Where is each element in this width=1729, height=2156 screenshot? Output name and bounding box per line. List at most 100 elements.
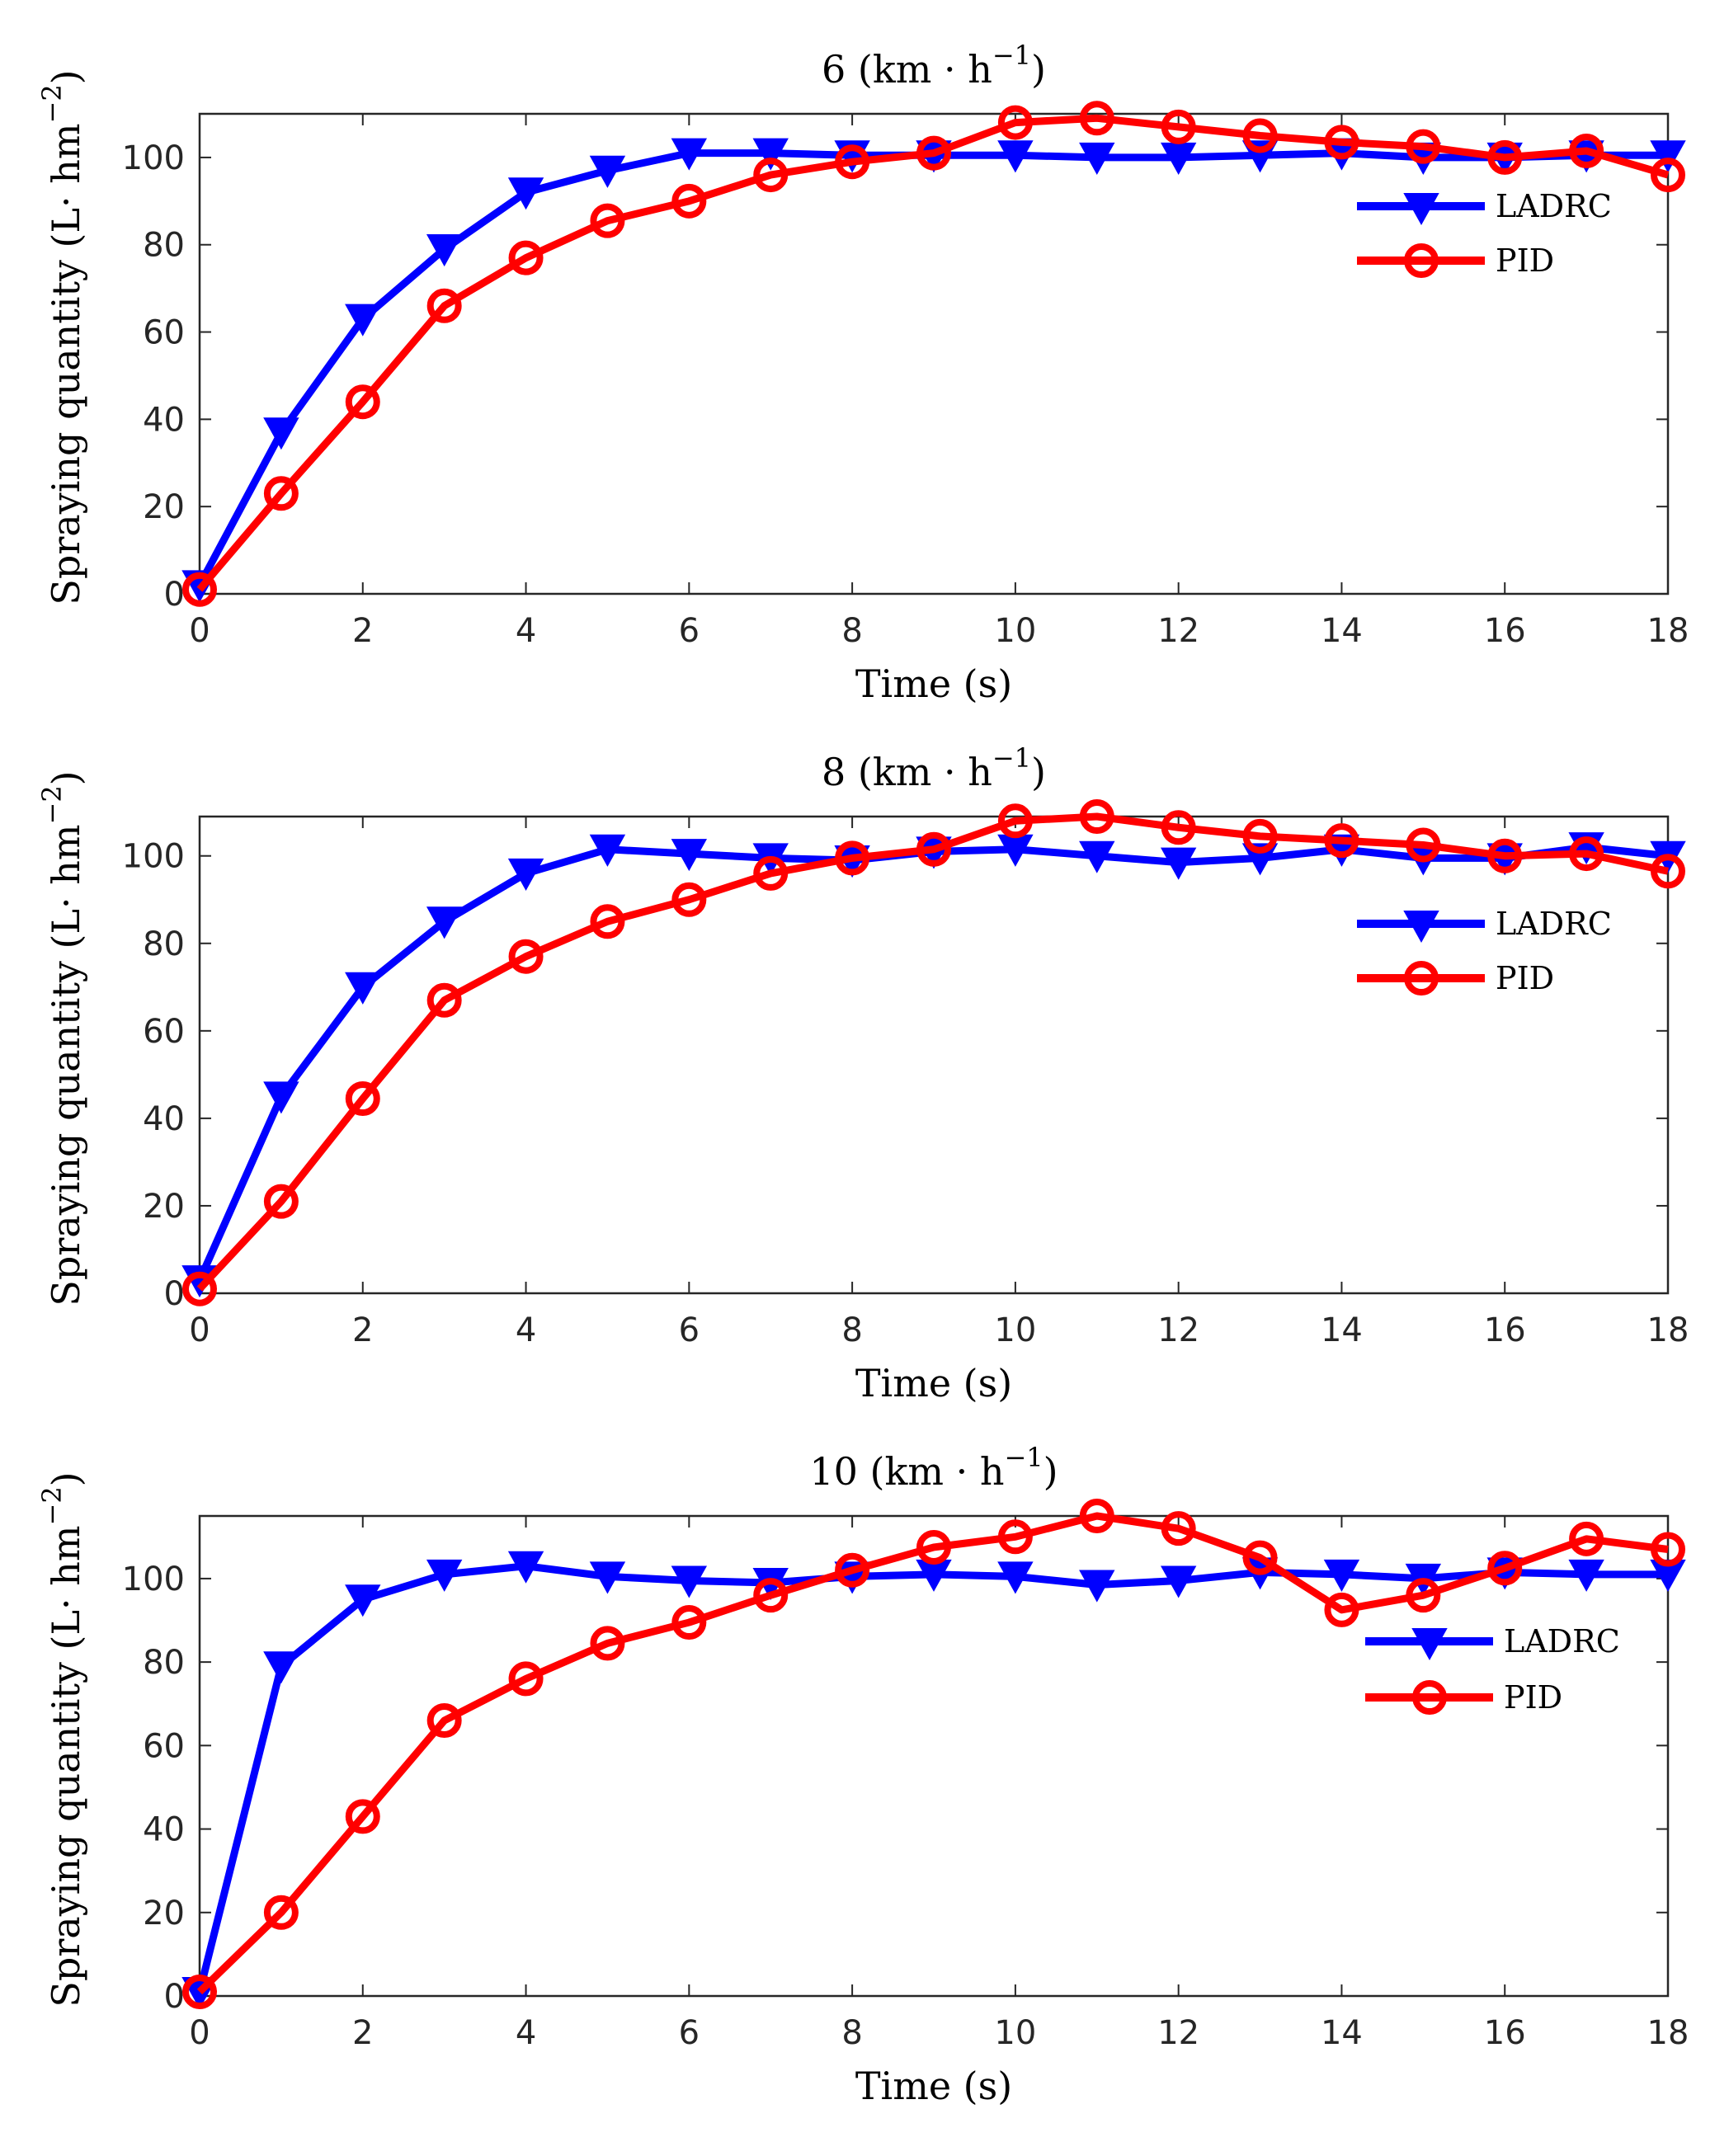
legend-label: LADRC	[1496, 188, 1612, 224]
series-line-pid	[196, 1512, 1669, 1995]
series-pid	[182, 101, 1685, 607]
legend: LADRC PID	[1365, 1623, 1620, 1716]
y-tick-label: 100	[122, 838, 185, 876]
y-tick-label: 40	[143, 1811, 185, 1849]
data-point-pid	[1079, 799, 1114, 834]
chart-title-end: )	[1031, 47, 1046, 92]
data-point-ladrc	[1241, 843, 1279, 876]
data-point-pid	[1406, 827, 1441, 863]
data-point-pid	[1079, 1499, 1114, 1533]
data-point-pid	[1569, 1521, 1604, 1556]
data-point-pid	[1651, 1532, 1685, 1567]
data-point-pid	[182, 1974, 217, 2009]
data-point-pid	[1651, 854, 1685, 889]
x-tick-label: 6	[679, 612, 700, 650]
legend-entry-ladrc: LADRC	[1357, 188, 1612, 226]
x-tick-label: 18	[1647, 1311, 1689, 1349]
y-tick-label: 0	[164, 576, 185, 614]
x-tick-label: 4	[516, 1311, 536, 1349]
x-tick-label: 16	[1484, 612, 1526, 650]
data-point-ladrc	[345, 972, 381, 1005]
data-point-pid	[426, 288, 462, 323]
data-point-pid	[263, 1184, 299, 1219]
data-point-pid	[916, 135, 951, 171]
y-axis-label-sup: −2	[36, 84, 68, 123]
legend-marker	[1403, 911, 1439, 944]
x-tick-label: 6	[679, 1311, 700, 1349]
data-point-pid	[1406, 129, 1441, 164]
x-tick-label: 18	[1647, 612, 1689, 650]
data-point-pid	[671, 1605, 707, 1641]
legend-marker	[1404, 243, 1439, 278]
data-point-pid	[590, 904, 625, 939]
y-axis-label: Spraying quantity (L· hm−2)	[36, 1471, 88, 2007]
x-tick-label: 8	[841, 612, 862, 650]
x-tick-label: 14	[1321, 1311, 1363, 1349]
data-point-ladrc	[263, 1081, 299, 1114]
legend-label: LADRC	[1504, 1623, 1620, 1659]
chart-title-sup: −1	[992, 742, 1031, 774]
x-tick-label: 4	[516, 2014, 536, 2052]
data-point-pid	[345, 384, 380, 420]
data-point-ladrc	[1650, 140, 1686, 173]
data-point-ladrc	[1079, 142, 1115, 175]
legend-label: LADRC	[1496, 906, 1612, 942]
data-point-ladrc	[1079, 840, 1115, 873]
y-axis-label: Spraying quantity (L· hm−2)	[36, 69, 88, 605]
legend-marker	[1404, 961, 1439, 996]
y-axis-label-sup: −2	[36, 785, 68, 824]
data-point-pid	[1324, 125, 1359, 160]
y-axis-label-main: Spraying quantity (L· hm	[44, 824, 88, 1306]
data-point-ladrc	[997, 140, 1034, 173]
chart-title-end: )	[1031, 750, 1046, 794]
y-tick-label: 60	[143, 314, 185, 352]
chart-panel-3: 0 2 4 6 8 10 12 14 16 18 0 20 40 60 80 100 10 (km · h−1)…	[36, 1442, 1689, 2108]
data-point-pid	[916, 831, 951, 867]
y-tick-label: 80	[143, 925, 185, 963]
data-point-pid	[1569, 836, 1604, 872]
y-tick-label: 0	[164, 1978, 185, 2016]
x-tick-label: 14	[1321, 612, 1363, 650]
chart-title-sup: −1	[992, 40, 1031, 71]
x-tick-label: 10	[994, 2014, 1036, 2052]
y-axis-label: Spraying quantity (L· hm−2)	[36, 770, 88, 1306]
chart-panel-2: 0 2 4 6 8 10 12 14 16 18 0 20 40 60 80 100 8 (km · h−1) T…	[36, 742, 1689, 1405]
data-point-pid	[835, 840, 870, 876]
data-point-pid	[345, 1081, 380, 1117]
chart-title-sup: −1	[1004, 1442, 1043, 1473]
data-point-pid	[1324, 1592, 1359, 1627]
x-tick-label: 16	[1484, 1311, 1526, 1349]
x-tick-label: 0	[189, 2014, 210, 2052]
data-point-ladrc	[1160, 847, 1197, 880]
x-tick-label: 10	[994, 1311, 1036, 1349]
data-point-ladrc	[1568, 1559, 1604, 1592]
data-point-ladrc	[507, 858, 544, 891]
data-point-pid	[997, 105, 1033, 140]
x-axis-label: Time (s)	[855, 1361, 1012, 1405]
legend-label: PID	[1504, 1679, 1562, 1716]
legend-entry-ladrc: LADRC	[1365, 1623, 1620, 1661]
x-tick-label: 10	[994, 612, 1036, 650]
chart-title: 10 (km · h−1)	[809, 1442, 1058, 1494]
data-point-pid	[508, 1661, 544, 1697]
data-point-pid	[753, 855, 789, 891]
legend-marker	[1403, 193, 1439, 226]
data-point-ladrc	[589, 1561, 626, 1594]
data-point-pid	[753, 158, 789, 193]
chart-panel-1: 0 2 4 6 8 10 12 14 16 18 0 20 40 60 80 100 6 (km · h−1) T…	[36, 40, 1689, 706]
y-axis-label-end: )	[44, 69, 88, 84]
y-axis-label-end: )	[44, 770, 88, 785]
data-point-pid	[263, 1895, 299, 1930]
data-point-ladrc	[671, 138, 708, 171]
data-point-ladrc	[426, 234, 463, 267]
data-point-ladrc	[263, 1651, 299, 1684]
chart-title-main: 8 (km · h	[822, 750, 992, 794]
x-tick-label: 2	[352, 2014, 373, 2052]
data-point-ladrc	[426, 906, 463, 939]
data-point-pid	[508, 240, 544, 275]
y-tick-label: 40	[143, 1100, 185, 1138]
data-point-pid	[671, 882, 707, 917]
y-tick-label: 60	[143, 1013, 185, 1051]
data-point-pid	[916, 1529, 951, 1565]
